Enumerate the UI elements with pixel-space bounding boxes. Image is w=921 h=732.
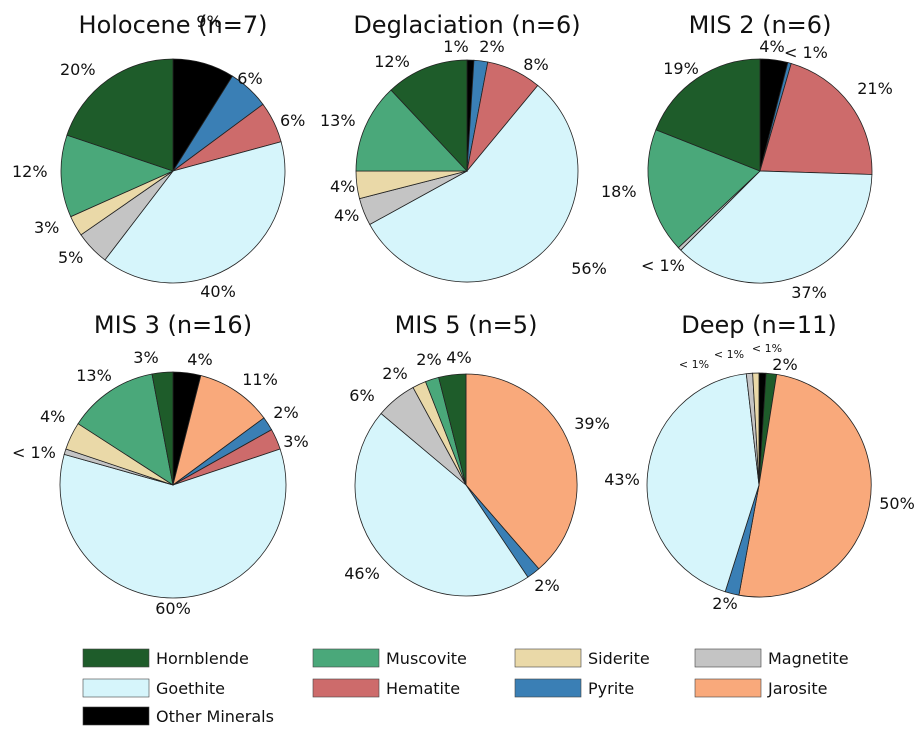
legend-label-hematite: Hematite (386, 679, 460, 698)
slice-label-deep-n-11-goethite: 43% (604, 470, 640, 489)
chart-title-mis-3-n-16: MIS 3 (n=16) (94, 311, 252, 339)
slice-label-mis-5-n-5-siderite: 2% (382, 364, 407, 383)
chart-title-mis-2-n-6: MIS 2 (n=6) (689, 11, 832, 39)
chart-title-mis-5-n-5: MIS 5 (n=5) (395, 311, 538, 339)
pie-slice-deep-n-11-jarosite (738, 373, 872, 598)
legend-swatch-hornblende (82, 648, 150, 668)
slice-label-holocene-n-7-siderite: 3% (34, 218, 59, 237)
slice-label-deep-n-11-siderite: < 1% (714, 348, 744, 361)
slice-label-deglaciation-n-6-magnetite: 4% (334, 206, 359, 225)
pie-slice-deglaciation-n-6-hornblende (390, 59, 468, 173)
slice-label-mis-3-n-16-pyrite: 2% (273, 403, 298, 422)
pie-slice-deep-n-11-goethite (646, 373, 760, 593)
slice-label-mis-2-n-6-goethite: 37% (791, 283, 827, 302)
legend-label-muscovite: Muscovite (386, 649, 467, 668)
slice-label-deep-n-11-pyrite: 2% (712, 594, 737, 613)
legend-label-magnetite: Magnetite (768, 649, 849, 668)
slice-label-deep-n-11-jarosite: 50% (879, 494, 915, 513)
legend-label-jarosite: Jarosite (767, 679, 827, 698)
slice-label-mis-2-n-6-other-minerals: 4% (759, 37, 784, 56)
legend-swatch-siderite (514, 648, 582, 668)
slice-label-mis-5-n-5-jarosite: 39% (574, 414, 610, 433)
slice-label-deglaciation-n-6-pyrite: 2% (479, 37, 504, 56)
slice-label-deep-n-11-hornblende: 2% (772, 355, 797, 374)
slice-label-deglaciation-n-6-siderite: 4% (330, 177, 355, 196)
slice-label-mis-2-n-6-magnetite: < 1% (641, 256, 685, 275)
slice-label-holocene-n-7-muscovite: 12% (12, 162, 48, 181)
pie-slice-mis-2-n-6-muscovite (647, 129, 761, 249)
pie-slice-holocene-n-7-muscovite (60, 134, 175, 218)
slice-label-deglaciation-n-6-other-minerals: 1% (443, 37, 468, 56)
slice-label-mis-5-n-5-pyrite: 2% (534, 576, 559, 595)
legend-swatch-magnetite (694, 648, 762, 668)
legend-label-hornblende: Hornblende (156, 649, 249, 668)
slice-label-mis-3-n-16-hematite: 3% (283, 432, 308, 451)
slice-label-mis-3-n-16-jarosite: 11% (242, 370, 278, 389)
slice-label-holocene-n-7-pyrite: 6% (237, 69, 262, 88)
slice-label-holocene-n-7-hematite: 6% (280, 111, 305, 130)
pie-slice-mis-2-n-6-hematite (759, 62, 873, 175)
pie-slice-deglaciation-n-6-muscovite (355, 89, 468, 172)
slice-label-mis-5-n-5-muscovite: 2% (416, 350, 441, 369)
slice-label-holocene-n-7-hornblende: 20% (60, 60, 96, 79)
slice-label-mis-2-n-6-muscovite: 18% (601, 182, 637, 201)
pie-slice-holocene-n-7-goethite (104, 141, 286, 284)
chart-title-holocene-n-7: Holocene (n=7) (79, 11, 268, 39)
slice-label-holocene-n-7-other-minerals: 9% (196, 12, 221, 31)
slice-label-mis-5-n-5-magnetite: 6% (349, 386, 374, 405)
slice-label-holocene-n-7-magnetite: 5% (58, 248, 83, 267)
legend-swatch-pyrite (514, 678, 582, 698)
legend-label-other-minerals: Other Minerals (156, 707, 274, 726)
legend-label-siderite: Siderite (588, 649, 650, 668)
slice-label-mis-3-n-16-muscovite: 13% (76, 366, 112, 385)
slice-label-mis-2-n-6-pyrite: < 1% (784, 43, 828, 62)
pie-slice-deep-n-11-siderite (752, 372, 760, 486)
legend-swatch-muscovite (312, 648, 380, 668)
pie-slice-mis-5-n-5-jarosite (465, 373, 578, 570)
pie-slice-mis-2-n-6-hornblende (655, 58, 761, 172)
legend-label-pyrite: Pyrite (588, 679, 634, 698)
pie-slice-mis-5-n-5-hornblende (438, 373, 467, 486)
pie-slice-deglaciation-n-6-goethite (369, 84, 579, 283)
slice-label-mis-3-n-16-other-minerals: 4% (187, 350, 212, 369)
slice-label-deglaciation-n-6-goethite: 56% (571, 259, 607, 278)
slice-label-mis-3-n-16-magnetite: < 1% (12, 443, 56, 462)
slice-label-mis-3-n-16-siderite: 4% (40, 407, 65, 426)
chart-title-deep-n-11: Deep (n=11) (681, 311, 836, 339)
pie-slice-mis-2-n-6-goethite (680, 170, 873, 284)
pie-slice-mis-3-n-16-muscovite (77, 373, 174, 486)
legend-label-goethite: Goethite (156, 679, 225, 698)
slice-label-mis-2-n-6-hornblende: 19% (663, 59, 699, 78)
legend-swatch-other-minerals (82, 706, 150, 726)
slice-label-deglaciation-n-6-hematite: 8% (523, 55, 548, 74)
slice-label-deep-n-11-other-minerals: < 1% (752, 342, 782, 355)
pie-slice-mis-3-n-16-goethite (59, 448, 287, 599)
slice-label-mis-3-n-16-goethite: 60% (155, 599, 191, 618)
legend-swatch-goethite (82, 678, 150, 698)
legend-swatch-jarosite (694, 678, 762, 698)
pie-slice-mis-3-n-16-jarosite (172, 375, 265, 486)
chart-title-deglaciation-n-6: Deglaciation (n=6) (353, 11, 580, 39)
slice-label-holocene-n-7-goethite: 40% (200, 282, 236, 301)
legend-swatch-hematite (312, 678, 380, 698)
slice-label-deglaciation-n-6-hornblende: 12% (374, 52, 410, 71)
slice-label-mis-5-n-5-goethite: 46% (344, 564, 380, 583)
slice-label-mis-5-n-5-hornblende: 4% (446, 348, 471, 367)
slice-label-mis-2-n-6-hematite: 21% (857, 79, 893, 98)
pie-slice-mis-3-n-16-hornblende (151, 371, 174, 486)
slice-label-deglaciation-n-6-muscovite: 13% (320, 111, 356, 130)
pie-slice-mis-5-n-5-goethite (354, 412, 529, 597)
slice-label-deep-n-11-magnetite: < 1% (679, 358, 709, 371)
pie-slice-holocene-n-7-hornblende (66, 58, 174, 172)
slice-label-mis-3-n-16-hornblende: 3% (133, 348, 158, 367)
